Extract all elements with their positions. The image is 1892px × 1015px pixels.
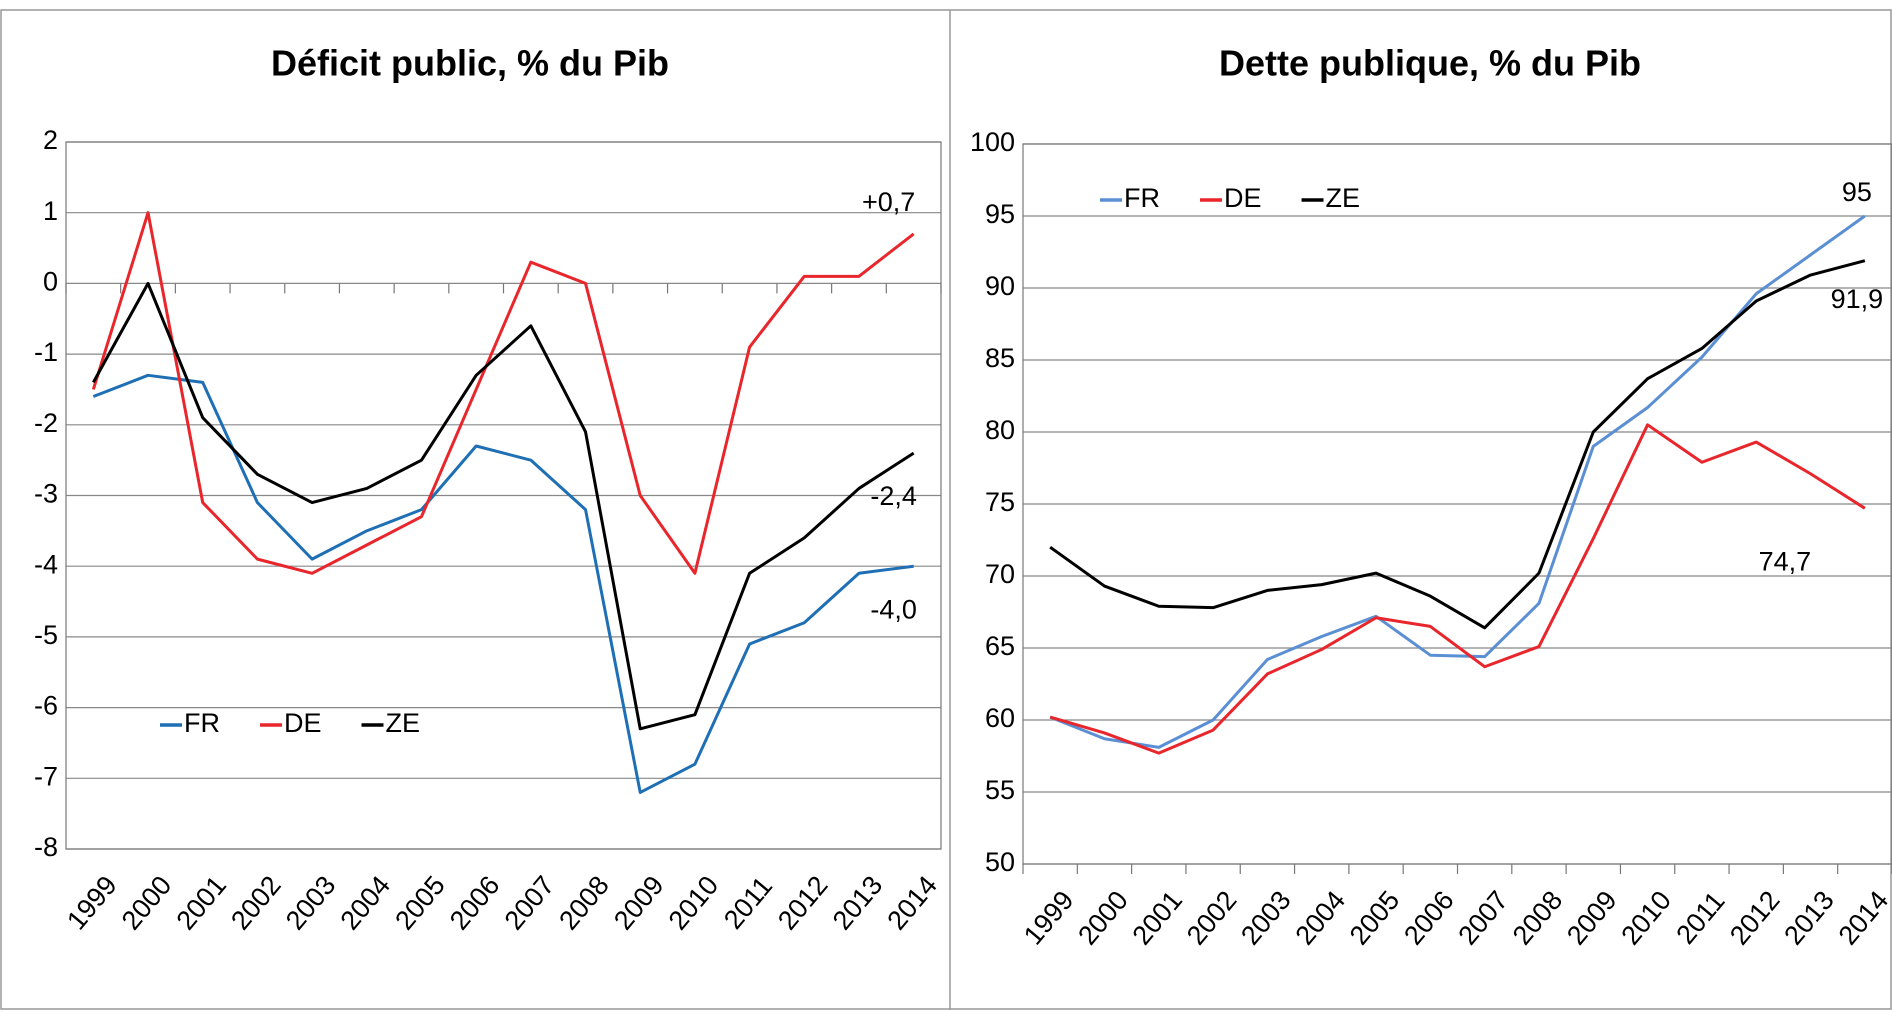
x-tick-label: 2011 [718,871,778,935]
y-tick-label: -5 [34,620,58,650]
x-tick-label: 2004 [335,870,397,935]
x-tick-label: 2011 [1670,886,1730,950]
chart-title: Dette publique, % du Pib [1219,43,1641,84]
annotation: -4,0 [870,594,917,624]
series-line [91,211,915,575]
y-tick-label: -3 [34,479,58,509]
chart-title: Déficit public, % du Pib [271,43,669,84]
y-tick-label: 75 [985,487,1015,517]
x-tick-label: 2010 [663,870,725,935]
annotation: 74,7 [1759,546,1812,576]
legend-label: ZE [1326,183,1361,213]
plot-area [65,141,942,850]
y-tick-label: 80 [985,415,1015,445]
x-tick-label: 2009 [1561,885,1623,950]
series-line [1049,423,1866,755]
x-tick-label: 2013 [827,870,889,935]
x-tick-label: 2002 [1181,885,1243,950]
series-line [92,281,915,731]
legend-label: FR [1124,183,1160,213]
x-tick-label: 2012 [1724,885,1786,950]
x-tick-label: 2000 [116,870,178,935]
y-tick-label: -2 [34,408,58,438]
x-tick-label: 2003 [1235,885,1297,950]
series-line [1049,259,1866,630]
x-tick-label: 1999 [1018,885,1080,950]
y-tick-label: 95 [985,199,1015,229]
x-tick-label: 2007 [499,870,561,935]
x-tick-label: 2013 [1778,885,1840,950]
x-tick-label: 2005 [389,870,451,935]
x-tick-label: 2004 [1289,885,1351,950]
x-tick-label: 2006 [1398,885,1460,950]
x-tick-label: 2003 [280,870,342,935]
y-tick-label: 65 [985,631,1015,661]
annotation: -2,4 [870,481,917,511]
x-tick-label: 2012 [772,870,834,935]
x-tick-label: 2008 [1507,885,1569,950]
y-tick-label: 2 [43,125,58,155]
annotation: +0,7 [862,187,915,217]
x-tick-label: 2001 [1127,885,1189,950]
annotation: 95 [1842,177,1872,207]
y-tick-label: 85 [985,343,1015,373]
x-tick-label: 2006 [444,870,506,935]
x-tick-label: 1999 [61,870,123,935]
x-tick-label: 2002 [225,870,287,935]
legend-label: ZE [386,708,421,738]
y-tick-label: 70 [985,559,1015,589]
x-tick-label: 2014 [881,870,943,935]
x-tick-label: 2000 [1072,885,1134,950]
y-tick-label: 90 [985,271,1015,301]
legend-label: DE [284,708,322,738]
y-tick-label: 55 [985,775,1015,805]
series-line [1049,214,1866,749]
frame [0,9,1892,1010]
y-tick-label: 60 [985,703,1015,733]
x-tick-label: 2001 [170,870,232,935]
legend-label: FR [184,708,220,738]
y-tick-label: -4 [34,549,58,579]
y-tick-label: 100 [970,127,1015,157]
series-line [92,373,914,794]
x-tick-label: 2010 [1615,885,1677,950]
y-tick-label: -8 [34,832,58,862]
x-tick-label: 2007 [1452,885,1514,950]
y-tick-label: 50 [985,847,1015,877]
y-tick-label: -7 [34,761,58,791]
x-tick-label: 2005 [1344,885,1406,950]
x-tick-label: 2009 [608,870,670,935]
x-tick-label: 2014 [1833,885,1892,950]
x-tick-label: 2008 [553,870,615,935]
annotation: 91,9 [1831,284,1884,314]
y-tick-label: -6 [34,691,58,721]
y-tick-label: -1 [34,337,58,367]
y-tick-label: 0 [43,267,58,297]
legend-label: DE [1224,183,1262,213]
y-tick-label: 1 [43,196,58,226]
